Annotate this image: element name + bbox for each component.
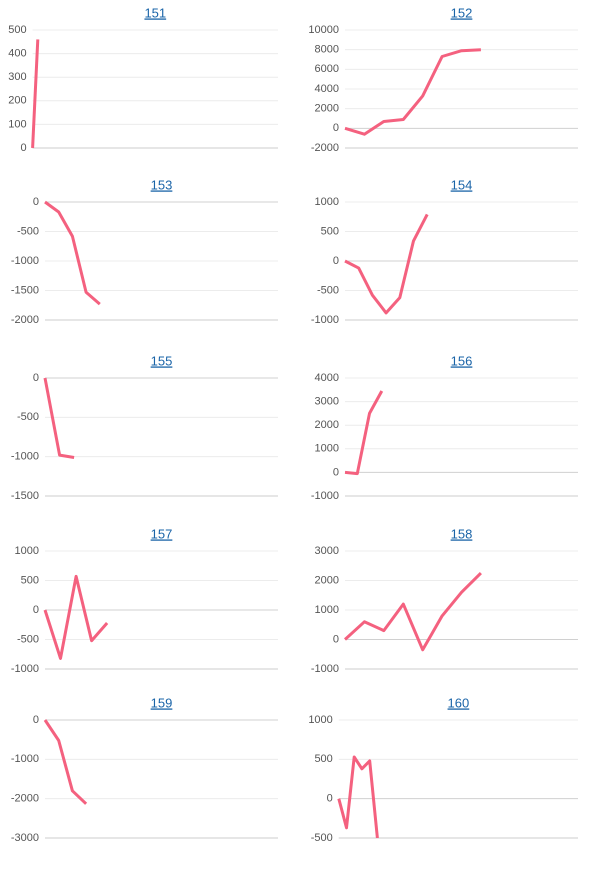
chart-title[interactable]: 157 <box>151 526 173 541</box>
y-tick-label: 0 <box>20 142 26 154</box>
y-tick-label: 2000 <box>315 103 339 115</box>
chart-title[interactable]: 153 <box>151 177 173 192</box>
y-tick-label: 200 <box>8 95 26 107</box>
y-tick-label: -1000 <box>11 451 39 463</box>
chart-title[interactable]: 154 <box>451 177 473 192</box>
y-tick-label: -500 <box>17 411 39 423</box>
data-line <box>344 390 384 476</box>
y-tick-label: 0 <box>33 372 39 384</box>
y-tick-label: -1000 <box>11 753 39 765</box>
data-line <box>31 39 40 148</box>
chart-title[interactable]: 158 <box>451 526 473 541</box>
y-tick-label: -1000 <box>11 663 39 675</box>
y-tick-label: 0 <box>33 604 39 616</box>
chart-title[interactable]: 159 <box>151 695 173 710</box>
y-tick-label: 1000 <box>308 714 332 726</box>
chart-title[interactable]: 156 <box>451 353 473 368</box>
y-tick-label: -500 <box>17 633 39 645</box>
data-line <box>344 213 429 315</box>
y-tick-label: -500 <box>17 225 39 237</box>
y-tick-label: -2000 <box>11 314 39 326</box>
data-line <box>43 719 88 805</box>
y-tick-label: -1000 <box>11 255 39 267</box>
y-tick-label: 1000 <box>15 545 39 557</box>
y-tick-label: 0 <box>333 255 339 267</box>
y-tick-label: 0 <box>33 196 39 208</box>
y-tick-label: 10000 <box>308 24 339 36</box>
y-tick-label: -1000 <box>311 663 339 675</box>
chart-title[interactable]: 155 <box>151 353 173 368</box>
y-tick-label: 2000 <box>315 419 339 431</box>
y-tick-label: -1000 <box>311 314 339 326</box>
y-tick-label: -500 <box>317 284 339 296</box>
y-tick-label: 500 <box>314 753 332 765</box>
chart-title[interactable]: 151 <box>144 5 166 20</box>
data-line <box>43 574 109 660</box>
y-tick-label: 0 <box>327 793 333 805</box>
data-line <box>44 200 101 306</box>
y-tick-label: 500 <box>21 574 39 586</box>
y-tick-label: -3000 <box>11 832 39 844</box>
y-tick-label: -1500 <box>11 490 39 502</box>
y-tick-label: 2000 <box>315 574 339 586</box>
y-tick-label: 0 <box>333 122 339 134</box>
y-tick-label: -500 <box>311 832 333 844</box>
y-tick-label: -1000 <box>311 490 339 502</box>
y-tick-label: 0 <box>333 466 339 478</box>
y-tick-label: 4000 <box>315 372 339 384</box>
y-tick-label: -1500 <box>11 284 39 296</box>
y-tick-label: 500 <box>321 225 339 237</box>
y-tick-label: 3000 <box>315 396 339 408</box>
y-tick-label: 300 <box>8 71 26 83</box>
data-line <box>337 755 379 838</box>
y-tick-label: 500 <box>8 24 26 36</box>
y-tick-label: 1000 <box>315 443 339 455</box>
y-tick-label: 3000 <box>315 545 339 557</box>
y-tick-label: 1000 <box>315 604 339 616</box>
data-line <box>43 377 75 459</box>
y-tick-label: 6000 <box>315 63 339 75</box>
y-tick-label: -2000 <box>11 793 39 805</box>
chart-title[interactable]: 160 <box>448 695 470 710</box>
y-tick-label: 400 <box>8 48 26 60</box>
y-tick-label: 4000 <box>315 83 339 95</box>
data-line <box>343 572 482 652</box>
y-tick-label: 0 <box>333 633 339 645</box>
y-tick-label: 1000 <box>315 196 339 208</box>
y-tick-label: 0 <box>33 714 39 726</box>
y-tick-label: 100 <box>8 118 26 130</box>
y-tick-label: -2000 <box>311 142 339 154</box>
data-line <box>344 48 481 136</box>
chart-title[interactable]: 152 <box>451 5 473 20</box>
y-tick-label: 8000 <box>315 44 339 56</box>
